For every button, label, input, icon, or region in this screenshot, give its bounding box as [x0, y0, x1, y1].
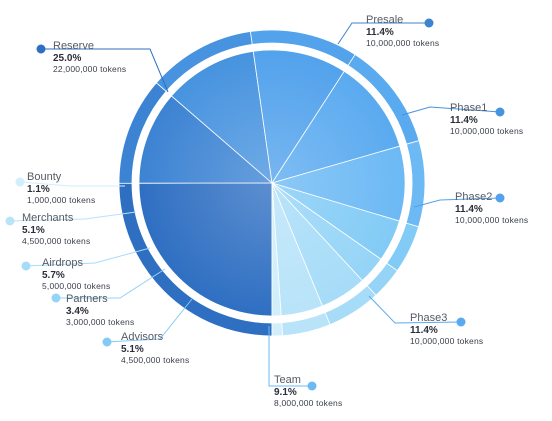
- legend-dot-merchants: [5, 216, 15, 226]
- leader-lines: [5, 18, 505, 391]
- slice-label-percent: 5.1%: [22, 225, 45, 236]
- legend-dot-reserve: [36, 44, 46, 54]
- leader-line-presale: [337, 22, 429, 45]
- legend-dot-bounty: [15, 177, 25, 187]
- slice-label-tokens: 8,000,000 tokens: [274, 398, 342, 408]
- slice-label-tokens: 5,000,000 tokens: [42, 281, 110, 291]
- slice-label-name: Merchants: [22, 212, 74, 224]
- leader-line-partners: [56, 268, 166, 299]
- ring-segment-merchants: [281, 312, 331, 337]
- leader-line-bounty: [19, 181, 125, 187]
- slice-label-name: Reserve: [53, 40, 94, 52]
- slice-label-tokens: 10,000,000 tokens: [410, 336, 483, 346]
- slice-label-tokens: 10,000,000 tokens: [450, 126, 523, 136]
- slice-label-tokens: 22,000,000 tokens: [53, 64, 126, 74]
- slice-label-percent: 5.1%: [121, 344, 144, 355]
- slice-label-percent: 11.4%: [410, 325, 438, 336]
- slice-label-tokens: 4,500,000 tokens: [22, 236, 90, 246]
- leader-line-phase3: [368, 295, 462, 324]
- slice-label-percent: 5.7%: [42, 270, 65, 281]
- legend-dot-phase2: [495, 193, 505, 203]
- slice-label-percent: 11.4%: [455, 204, 483, 215]
- slice-label-name: Phase2: [455, 191, 492, 203]
- leader-line-reserve: [41, 48, 169, 93]
- slice-label-name: Partners: [66, 293, 108, 305]
- slice-label-percent: 1.1%: [27, 184, 50, 195]
- leader-line-advisors: [106, 298, 193, 343]
- slice-label-name: Advisors: [121, 331, 164, 343]
- slice-label-tokens: 10,000,000 tokens: [455, 215, 528, 225]
- slice-label-tokens: 1,000,000 tokens: [27, 195, 95, 205]
- legend-dot-presale: [424, 18, 434, 28]
- leader-line-phase2: [413, 197, 501, 208]
- slice-label-name: Phase1: [450, 102, 487, 114]
- slice-label-name: Phase3: [410, 312, 447, 324]
- slice-label-tokens: 4,500,000 tokens: [121, 355, 189, 365]
- slice-label-name: Bounty: [27, 171, 62, 183]
- legend-dot-advisors: [102, 337, 112, 347]
- slice-label-percent: 11.4%: [366, 27, 394, 38]
- ring-segment-team: [405, 140, 426, 228]
- leader-line-airdrops: [25, 247, 151, 267]
- slice-label-name: Presale: [366, 14, 403, 26]
- leader-line-team: [268, 326, 312, 387]
- slice-label-name: Team: [274, 374, 301, 386]
- slice-label-percent: 11.4%: [450, 115, 478, 126]
- legend-dot-airdrops: [21, 261, 31, 271]
- slice-label-percent: 25.0%: [53, 53, 81, 64]
- pie-slices: [138, 49, 406, 317]
- slice-label-percent: 9.1%: [274, 387, 297, 398]
- slice-reserve: [138, 182, 273, 317]
- legend-dot-phase3: [456, 317, 466, 327]
- slice-label-tokens: 10,000,000 tokens: [366, 38, 439, 48]
- leader-line-merchants: [9, 211, 137, 222]
- legend-dot-partners: [51, 293, 61, 303]
- leader-line-phase1: [401, 106, 501, 116]
- legend-dot-team: [307, 381, 317, 391]
- slice-label-tokens: 3,000,000 tokens: [66, 317, 134, 327]
- slice-label-percent: 3.4%: [66, 306, 89, 317]
- legend-dot-phase1: [495, 107, 505, 117]
- ring-segment-bounty: [271, 322, 283, 337]
- slice-label-name: Airdrops: [42, 257, 83, 269]
